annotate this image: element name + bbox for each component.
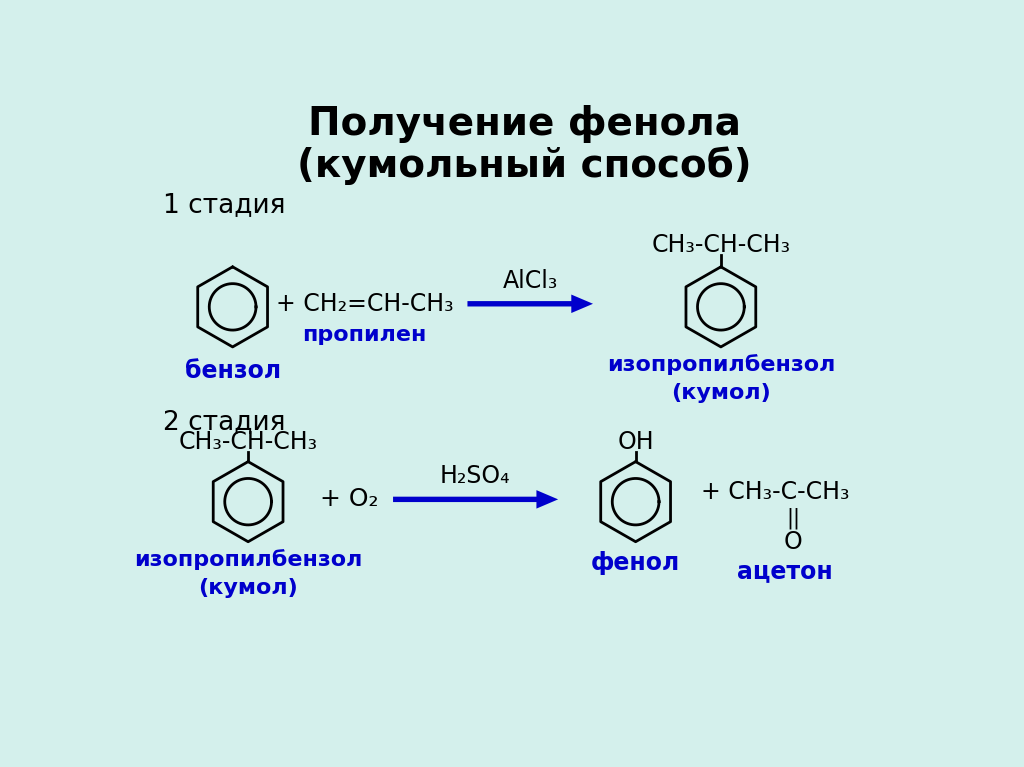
Text: + CH₂=CH-CH₃: + CH₂=CH-CH₃ — [275, 291, 454, 316]
Text: 1 стадия: 1 стадия — [163, 193, 286, 219]
Text: бензол: бензол — [184, 359, 281, 383]
Polygon shape — [467, 295, 593, 313]
Text: OH: OH — [617, 430, 654, 454]
Text: изопропилбензол
(кумол): изопропилбензол (кумол) — [606, 354, 835, 403]
Polygon shape — [393, 490, 558, 509]
Text: пропилен: пропилен — [302, 324, 427, 344]
Text: фенол: фенол — [591, 551, 680, 575]
Text: + CH₃-C-CH₃: + CH₃-C-CH₃ — [700, 479, 849, 504]
Text: CH₃-CH-CH₃: CH₃-CH-CH₃ — [651, 233, 791, 257]
Text: ||: || — [786, 508, 800, 529]
Text: O: O — [783, 531, 803, 555]
Text: + O₂: + O₂ — [319, 487, 378, 512]
Text: H₂SO₄: H₂SO₄ — [440, 464, 510, 489]
Text: CH₃-CH-CH₃: CH₃-CH-CH₃ — [178, 430, 317, 454]
Text: 2 стадия: 2 стадия — [163, 410, 286, 436]
Text: изопропилбензол
(кумол): изопропилбензол (кумол) — [134, 549, 362, 597]
Text: (кумольный способ): (кумольный способ) — [298, 146, 752, 185]
Text: Получение фенола: Получение фенола — [308, 105, 741, 143]
Text: AlCl₃: AlCl₃ — [503, 268, 558, 293]
Text: ацетон: ацетон — [737, 559, 834, 583]
